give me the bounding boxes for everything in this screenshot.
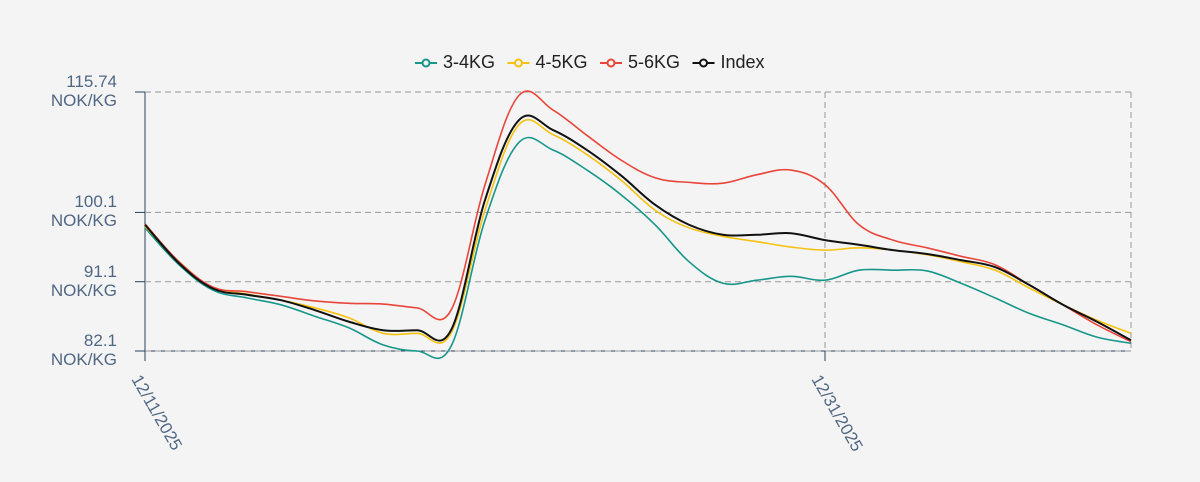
- legend-marker: [699, 58, 708, 68]
- legend-marker: [421, 58, 431, 68]
- y-tick-label: 100.1 NOK/KG: [50, 192, 117, 231]
- series-line: [144, 118, 1132, 344]
- legend-item: 5-6KG: [600, 52, 680, 72]
- legend-marker: [514, 58, 523, 68]
- x-tick-label: 12/31/2025: [808, 372, 867, 455]
- x-tick-label: 12/11/2025: [128, 372, 186, 454]
- legend-item: Index: [692, 52, 765, 72]
- legend-label: 5-6KG: [628, 52, 680, 72]
- series-line: [144, 114, 1132, 342]
- series-line: [144, 136, 1132, 360]
- legend-item: 4-5KG: [507, 52, 588, 72]
- series-line: [144, 90, 1132, 343]
- y-tick-label: 82.1 NOK/KG: [50, 331, 117, 369]
- y-tick-label: 91.1 NOK/KG: [50, 261, 117, 300]
- legend-marker: [606, 58, 616, 68]
- legend-item: 3-4KG: [415, 52, 495, 72]
- legend-label: 3-4KG: [443, 52, 495, 72]
- y-tick-label: 115.74 NOK/KG: [50, 72, 117, 110]
- legend-label: 4-5KG: [536, 52, 588, 72]
- legend-label: Index: [721, 52, 765, 72]
